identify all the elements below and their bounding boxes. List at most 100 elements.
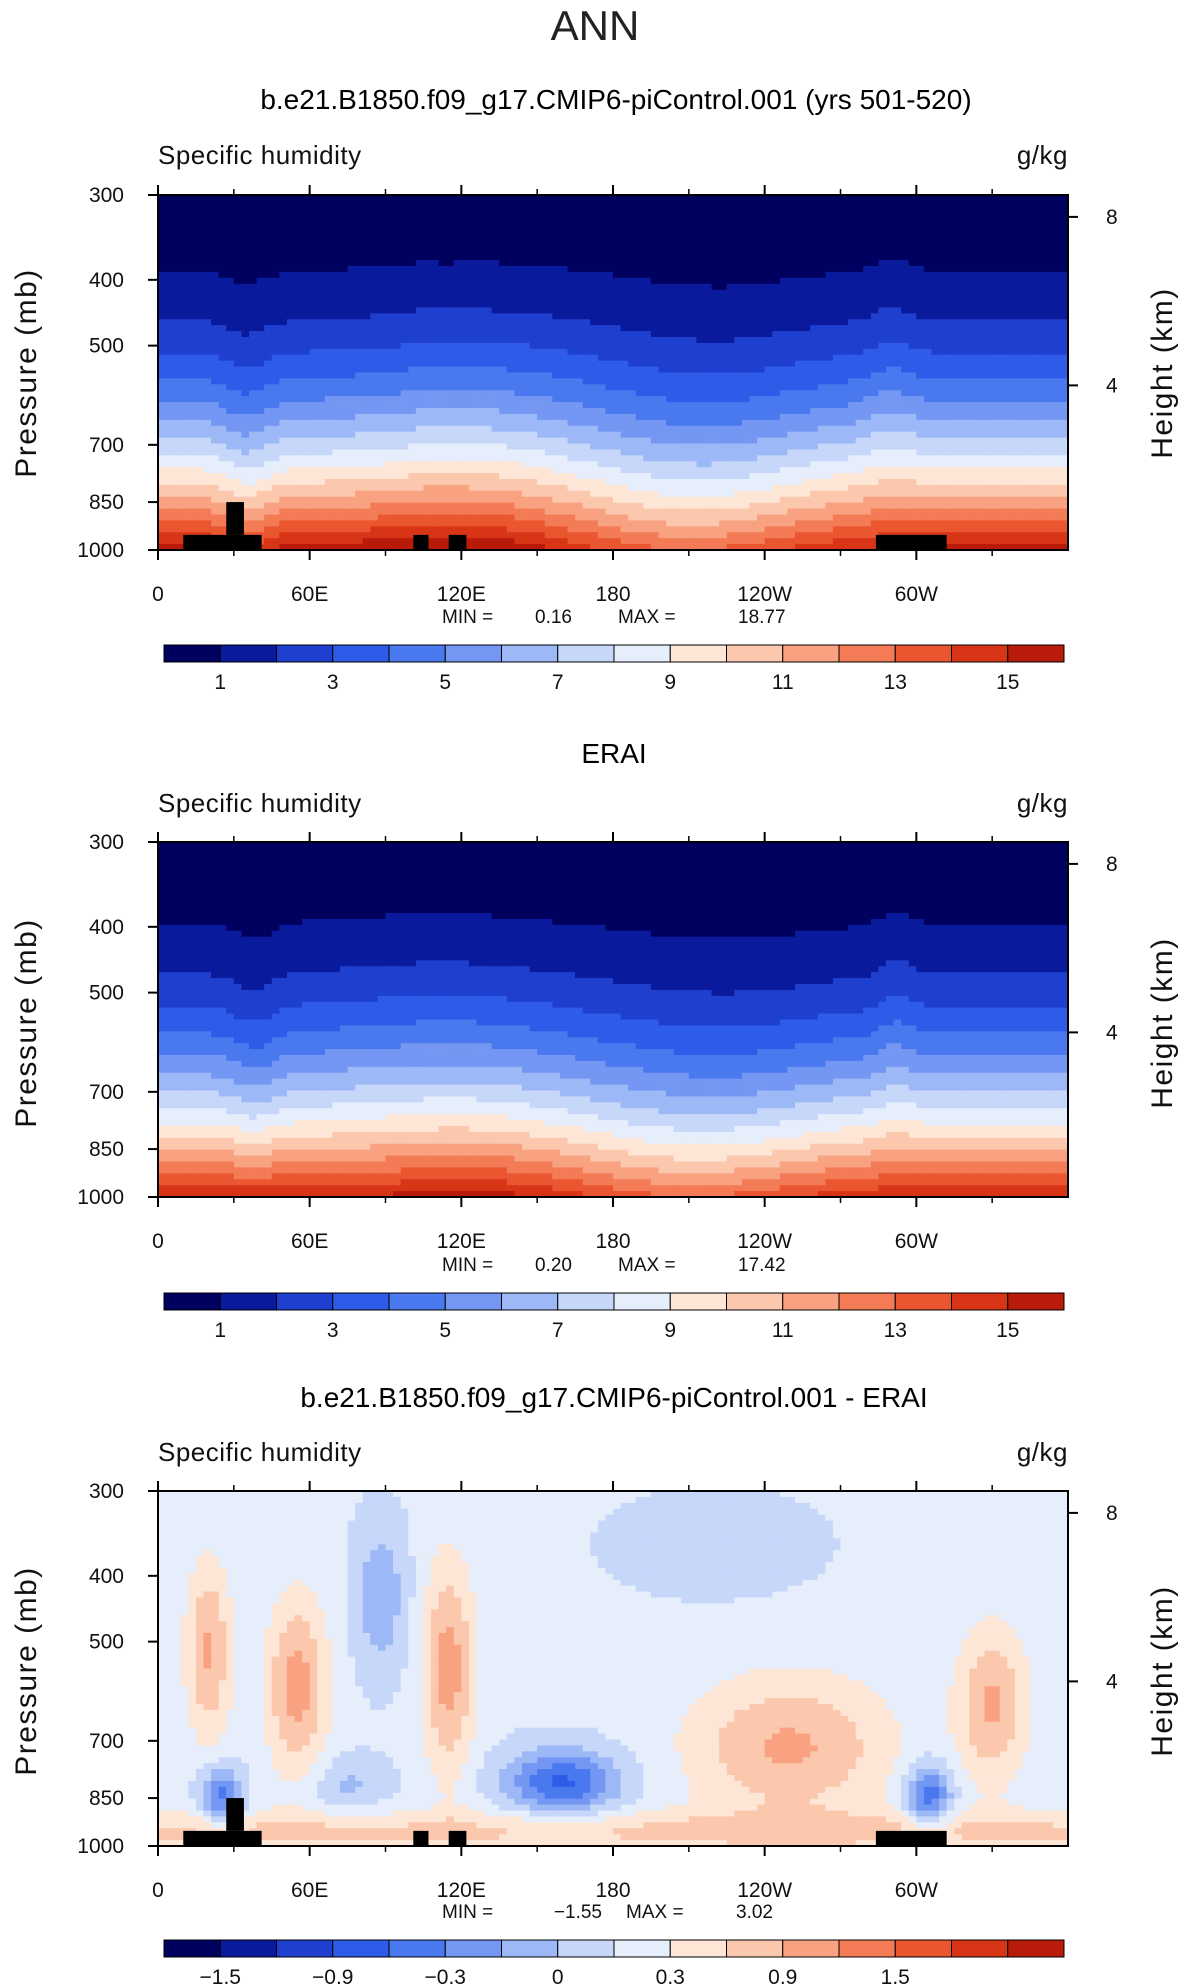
- field-cell: [492, 236, 500, 243]
- field-cell: [560, 420, 568, 427]
- field-cell: [878, 378, 886, 385]
- field-cell: [211, 355, 219, 362]
- field-cell: [386, 420, 394, 427]
- field-cell: [810, 319, 818, 326]
- field-cell: [932, 390, 940, 397]
- field-cell: [681, 414, 689, 421]
- field-cell: [878, 225, 886, 232]
- field-cell: [780, 402, 788, 409]
- field-cell: [204, 319, 212, 326]
- field-cell: [446, 337, 454, 344]
- field-cell: [537, 378, 545, 385]
- field-cell: [628, 343, 636, 350]
- field-cell: [712, 266, 720, 273]
- field-cell: [310, 378, 318, 385]
- field-cell: [439, 260, 447, 267]
- field-cell: [386, 361, 394, 368]
- field-cell: [1053, 302, 1061, 309]
- field-cell: [742, 290, 750, 297]
- field-cell: [332, 420, 340, 427]
- field-cell: [196, 426, 204, 433]
- field-cell: [226, 396, 234, 403]
- field-cell: [310, 248, 318, 255]
- field-cell: [317, 201, 325, 208]
- field-cell: [1053, 236, 1061, 243]
- field-cell: [643, 225, 651, 232]
- field-cell: [272, 207, 280, 214]
- field-cell: [1053, 390, 1061, 397]
- field-cell: [666, 313, 674, 320]
- field-cell: [1007, 390, 1015, 397]
- field-cell: [598, 349, 606, 356]
- field-cell: [332, 272, 340, 279]
- field-cell: [431, 278, 439, 285]
- field-cell: [787, 373, 795, 380]
- field-cell: [598, 373, 606, 380]
- field-cell: [332, 207, 340, 214]
- field-cell: [977, 254, 985, 261]
- field-cell: [279, 355, 287, 362]
- field-cell: [181, 313, 189, 320]
- field-cell: [370, 349, 378, 356]
- field-cell: [287, 207, 295, 214]
- field-cell: [795, 278, 803, 285]
- field-cell: [985, 296, 993, 303]
- field-cell: [727, 313, 735, 320]
- field-cell: [446, 242, 454, 249]
- field-cell: [969, 201, 977, 208]
- field-cell: [742, 432, 750, 439]
- field-cell: [734, 307, 742, 314]
- field-cell: [825, 373, 833, 380]
- field-cell: [605, 378, 613, 385]
- field-cell: [173, 272, 181, 279]
- field-cell: [810, 219, 818, 226]
- field-cell: [454, 384, 462, 391]
- field-cell: [628, 396, 636, 403]
- field-cell: [871, 296, 879, 303]
- field-cell: [628, 331, 636, 338]
- field-cell: [257, 284, 265, 291]
- field-cell: [636, 231, 644, 238]
- field-cell: [211, 254, 219, 261]
- field-cell: [613, 420, 621, 427]
- field-cell: [954, 426, 962, 433]
- field-cell: [363, 307, 371, 314]
- field-cell: [1007, 307, 1015, 314]
- field-cell: [962, 254, 970, 261]
- field-cell: [264, 408, 272, 415]
- field-cell: [188, 384, 196, 391]
- field-cell: [947, 384, 955, 391]
- field-cell: [818, 225, 826, 232]
- field-cell: [651, 343, 659, 350]
- field-cell: [454, 426, 462, 433]
- field-cell: [552, 248, 560, 255]
- field-cell: [439, 361, 447, 368]
- field-cell: [446, 420, 454, 427]
- field-cell: [537, 331, 545, 338]
- field-cell: [878, 390, 886, 397]
- field-cell: [810, 307, 818, 314]
- field-cell: [378, 408, 386, 415]
- field-cell: [401, 248, 409, 255]
- field-cell: [871, 367, 879, 374]
- field-cell: [696, 207, 704, 214]
- field-cell: [393, 331, 401, 338]
- field-cell: [825, 236, 833, 243]
- field-cell: [856, 260, 864, 267]
- field-cell: [1007, 396, 1015, 403]
- field-cell: [204, 236, 212, 243]
- field-cell: [370, 302, 378, 309]
- field-cell: [226, 213, 234, 220]
- field-cell: [841, 331, 849, 338]
- field-cell: [803, 284, 811, 291]
- field-cell: [446, 219, 454, 226]
- field-cell: [598, 390, 606, 397]
- field-cell: [643, 367, 651, 374]
- field-cell: [734, 396, 742, 403]
- field-cell: [332, 254, 340, 261]
- field-cell: [598, 219, 606, 226]
- field-cell: [954, 420, 962, 427]
- field-cell: [833, 361, 841, 368]
- field-cell: [666, 402, 674, 409]
- field-cell: [423, 408, 431, 415]
